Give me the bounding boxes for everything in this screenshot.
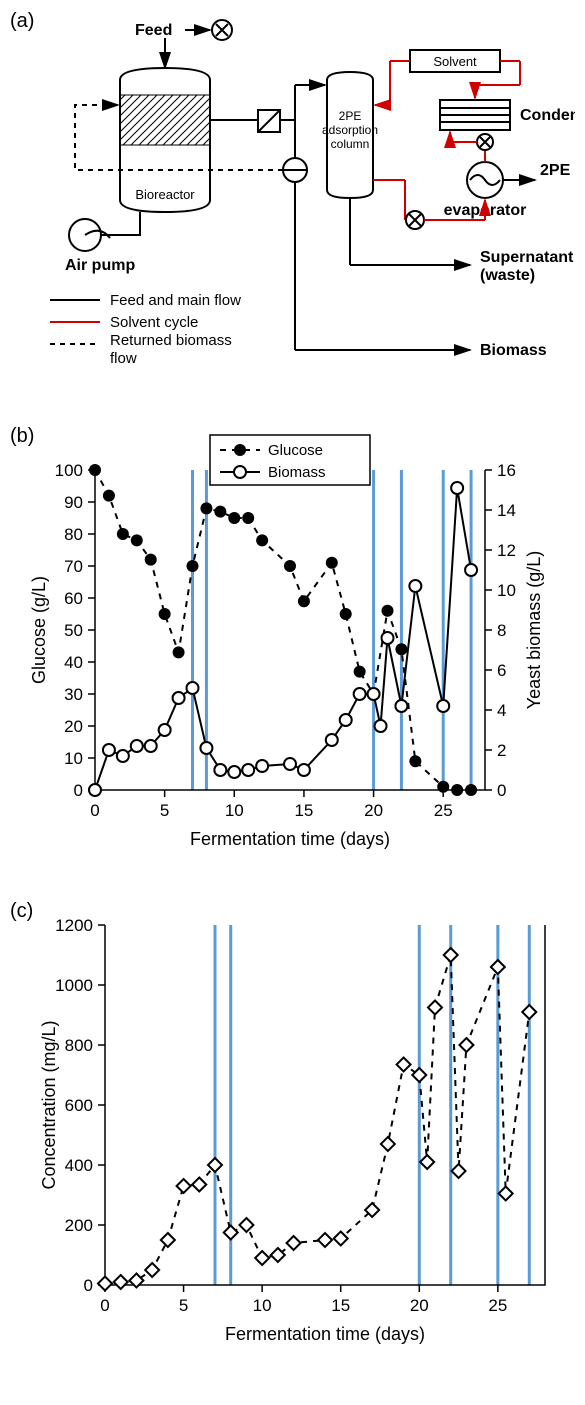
column-label-2: adsorption — [322, 123, 378, 137]
svg-text:Glucose: Glucose — [268, 442, 323, 459]
svg-text:10: 10 — [253, 1296, 272, 1315]
svg-text:800: 800 — [65, 1036, 93, 1055]
svg-text:Glucose (g/L): Glucose (g/L) — [29, 576, 49, 684]
svg-text:10: 10 — [497, 581, 516, 600]
svg-text:1000: 1000 — [55, 976, 93, 995]
svg-text:25: 25 — [434, 801, 453, 820]
svg-text:6: 6 — [497, 661, 506, 680]
svg-text:Yeast biomass (g/L): Yeast biomass (g/L) — [524, 551, 544, 709]
legend-a-2: Solvent cycle — [110, 314, 198, 331]
svg-text:1200: 1200 — [55, 916, 93, 935]
svg-text:Concentration (mg/L): Concentration (mg/L) — [39, 1020, 59, 1189]
svg-text:0: 0 — [100, 1296, 109, 1315]
svg-text:Fermentation time (days): Fermentation time (days) — [225, 1324, 425, 1344]
svg-text:2: 2 — [497, 741, 506, 760]
svg-text:0: 0 — [84, 1276, 93, 1295]
panel-c-label: (c) — [10, 900, 33, 923]
svg-text:0: 0 — [497, 781, 506, 800]
legend-a-3a: Returned biomass — [110, 332, 232, 349]
panel-a: (a) Feed Bioreactor Air pump — [10, 10, 575, 395]
twope-label: 2PE — [540, 162, 571, 179]
panel-c: (c) 0 5 10 15 20 25 0 200 400 600 800 1000 1200 Ferme… — [10, 900, 575, 1365]
svg-text:14: 14 — [497, 501, 516, 520]
feed-label: Feed — [135, 22, 172, 39]
bioreactor-label: Bioreactor — [135, 187, 195, 202]
svg-text:90: 90 — [64, 493, 83, 512]
airpump-label: Air pump — [65, 257, 135, 274]
svg-text:0: 0 — [74, 781, 83, 800]
column-label-1: 2PE — [339, 109, 362, 123]
panel-a-label: (a) — [10, 10, 34, 33]
svg-text:80: 80 — [64, 525, 83, 544]
svg-text:30: 30 — [64, 685, 83, 704]
svg-text:10: 10 — [225, 801, 244, 820]
svg-text:5: 5 — [160, 801, 169, 820]
svg-text:600: 600 — [65, 1096, 93, 1115]
diagram-a: Feed Bioreactor Air pump 2PE adsorption … — [10, 10, 575, 390]
legend-a-1: Feed and main flow — [110, 292, 241, 309]
svg-text:Fermentation time (days): Fermentation time (days) — [190, 829, 390, 849]
svg-text:0: 0 — [90, 801, 99, 820]
svg-text:100: 100 — [55, 461, 83, 480]
svg-text:4: 4 — [497, 701, 506, 720]
chart-b: 0 5 10 15 20 25 0 10 20 30 40 50 60 70 80 90 100 0 2 4 6 8 10 1… — [10, 425, 575, 865]
svg-text:25: 25 — [488, 1296, 507, 1315]
svg-text:15: 15 — [294, 801, 313, 820]
svg-text:20: 20 — [410, 1296, 429, 1315]
biomass-label: Biomass — [480, 342, 547, 359]
legend-a-3b: flow — [110, 350, 137, 367]
svg-text:200: 200 — [65, 1216, 93, 1235]
svg-text:20: 20 — [64, 717, 83, 736]
solvent-label: Solvent — [433, 54, 477, 69]
svg-text:5: 5 — [179, 1296, 188, 1315]
supernatant-label-1: Supernatant — [480, 249, 574, 266]
svg-text:50: 50 — [64, 621, 83, 640]
svg-text:16: 16 — [497, 461, 516, 480]
column-label-3: column — [331, 137, 370, 151]
svg-text:15: 15 — [331, 1296, 350, 1315]
panel-b: (b) 0 5 10 15 20 25 0 10 20 30 40 50 60 70 80 90 100 0 2 4 6… — [10, 425, 575, 870]
svg-text:Biomass: Biomass — [268, 464, 326, 481]
svg-text:60: 60 — [64, 589, 83, 608]
svg-text:400: 400 — [65, 1156, 93, 1175]
svg-text:8: 8 — [497, 621, 506, 640]
svg-text:40: 40 — [64, 653, 83, 672]
svg-text:10: 10 — [64, 749, 83, 768]
svg-text:20: 20 — [364, 801, 383, 820]
svg-text:70: 70 — [64, 557, 83, 576]
svg-text:12: 12 — [497, 541, 516, 560]
chart-c: 0 5 10 15 20 25 0 200 400 600 800 1000 1200 Fermentat… — [10, 900, 575, 1360]
supernatant-label-2: (waste) — [480, 267, 535, 284]
condenser-label: Condenser — [520, 107, 575, 124]
panel-b-label: (b) — [10, 425, 34, 448]
